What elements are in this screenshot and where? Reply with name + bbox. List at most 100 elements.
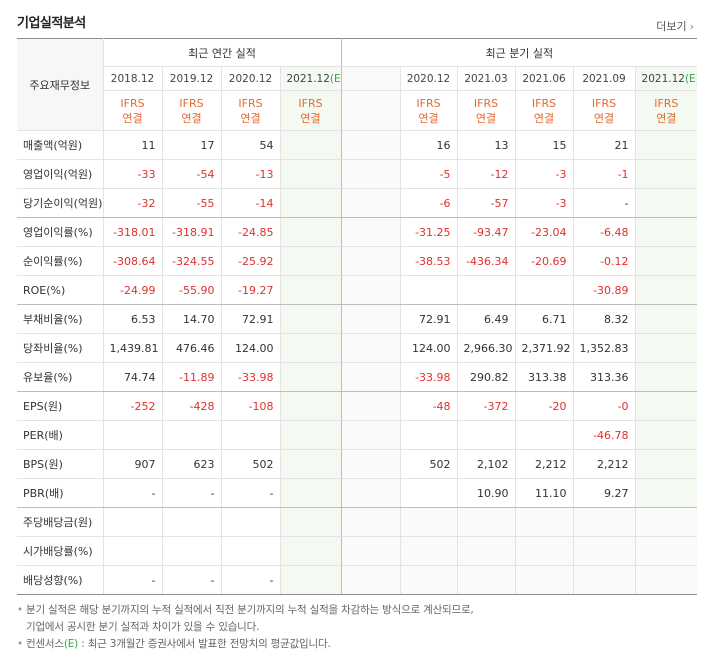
scope: 연결 <box>181 111 202 125</box>
scope: 연결 <box>240 111 261 125</box>
row-label: 당기순이익(억원) <box>17 188 104 218</box>
basis: IFRS <box>531 96 557 110</box>
value-cell <box>340 478 401 508</box>
value-cell <box>399 565 458 595</box>
value-cell <box>340 420 401 450</box>
value-cell: 72.91 <box>399 304 458 334</box>
scope: 연결 <box>656 111 677 125</box>
value-cell: -32 <box>102 188 163 218</box>
more-link[interactable]: 더보기 <box>656 18 694 34</box>
value-cell: 1,352.83 <box>572 333 636 363</box>
note-text: 기업에서 공시한 분기 실적과 차이가 있을 수 있습니다. <box>26 621 260 633</box>
value-cell: -46.78 <box>572 420 636 450</box>
basis-header: IFRS 연결 <box>399 90 458 131</box>
value-cell <box>634 565 698 595</box>
value-cell: - <box>161 478 222 508</box>
estimate-mark: (E) <box>63 638 79 650</box>
value-cell <box>634 391 698 421</box>
value-cell: 2,212 <box>514 449 574 479</box>
row-label: EPS(원) <box>17 391 104 421</box>
value-cell <box>340 159 401 189</box>
basis: IFRS <box>416 96 441 110</box>
basis: IFRS <box>654 96 679 110</box>
data-row: PER(배) -46.78 <box>17 420 698 450</box>
row-label: 시가배당률(%) <box>17 536 104 566</box>
basis: IFRS <box>120 96 145 110</box>
scope: 연결 <box>122 111 143 125</box>
value-cell: -0.12 <box>572 246 636 276</box>
row-label: BPS(원) <box>17 449 104 479</box>
notes: 분기 실적은 해당 분기까지의 누적 실적에서 직전 분기까지의 누적 실적을 … <box>17 602 474 653</box>
value-cell <box>279 449 342 479</box>
basis: IFRS <box>179 96 204 110</box>
data-row: 매출액(억원) 11 17 54 16 13 15 21 <box>17 130 698 160</box>
value-cell <box>102 420 163 450</box>
value-cell: -31.25 <box>399 217 458 247</box>
group-header: 최근 연간 실적 <box>102 38 342 67</box>
value-cell: -24.85 <box>220 217 281 247</box>
value-cell <box>279 507 342 537</box>
value-cell: 10.90 <box>456 478 516 508</box>
value-cell <box>514 565 574 595</box>
period-date: 2018.12 <box>110 72 155 85</box>
period-date: 2021.12 <box>641 72 685 85</box>
value-cell <box>279 130 342 160</box>
value-cell: 2,212 <box>572 449 636 479</box>
value-cell <box>340 246 401 276</box>
period-header: 2021.06 <box>514 66 574 91</box>
value-cell <box>634 246 698 276</box>
value-cell: 14.70 <box>161 304 222 334</box>
value-cell: 124.00 <box>220 333 281 363</box>
value-cell <box>634 362 698 392</box>
value-cell <box>102 507 163 537</box>
value-cell: -33 <box>102 159 163 189</box>
value-cell <box>634 333 698 363</box>
row-label: 매출액(억원) <box>17 130 104 160</box>
data-row: 부채비율(%) 6.53 14.70 72.91 72.91 6.49 6.71 8.32 <box>17 304 698 334</box>
period-date: 2021.12 <box>286 72 330 85</box>
group-header: 최근 분기 실적 <box>340 38 698 67</box>
value-cell: 2,966.30 <box>456 333 516 363</box>
value-cell: 502 <box>220 449 281 479</box>
value-cell: 290.82 <box>456 362 516 392</box>
value-cell <box>634 275 698 305</box>
value-cell: -5 <box>399 159 458 189</box>
period-header: 2018.12 <box>103 66 163 91</box>
value-cell: - <box>102 478 163 508</box>
value-cell <box>634 159 698 189</box>
value-cell <box>514 536 574 566</box>
value-cell <box>634 420 698 450</box>
value-cell: 502 <box>399 449 458 479</box>
value-cell <box>340 362 401 392</box>
basis-header: IFRS 연결 <box>456 90 516 131</box>
scope: 연결 <box>533 111 555 125</box>
data-row: PBR(배) - - -10.90 11.10 9.27 <box>17 478 698 508</box>
value-cell <box>279 159 342 189</box>
value-cell <box>340 333 401 363</box>
value-cell <box>634 188 698 218</box>
value-cell: -308.64 <box>102 246 163 276</box>
value-cell: -6.48 <box>572 217 636 247</box>
value-cell <box>456 536 516 566</box>
value-cell: 1,439.81 <box>102 333 163 363</box>
header-row: 주요재무정보 최근 연간 실적 최근 분기 실적 <box>17 38 698 131</box>
period-date: 2020.12 <box>228 72 273 85</box>
value-cell: -24.99 <box>102 275 163 305</box>
value-cell: -0 <box>572 391 636 421</box>
value-cell: 2,102 <box>456 449 516 479</box>
basis: IFRS <box>473 96 499 110</box>
note-text: 컨센서스 <box>26 638 64 650</box>
value-cell <box>161 507 222 537</box>
row-label: PBR(배) <box>17 478 104 508</box>
value-cell <box>279 536 342 566</box>
period-date: 2021.06 <box>522 72 566 85</box>
value-cell: 72.91 <box>220 304 281 334</box>
value-cell <box>279 420 342 450</box>
header-row: IFRS 연결 IFRS 연결 IFRS 연결 IFRS 연결 IFRS 연결 IFRS 연결 IFRS… <box>17 90 698 131</box>
value-cell <box>572 536 636 566</box>
value-cell: - <box>220 478 281 508</box>
value-cell: -428 <box>161 391 222 421</box>
basis-header: IFRS 연결 <box>220 90 281 131</box>
value-cell: 2,371.92 <box>514 333 574 363</box>
